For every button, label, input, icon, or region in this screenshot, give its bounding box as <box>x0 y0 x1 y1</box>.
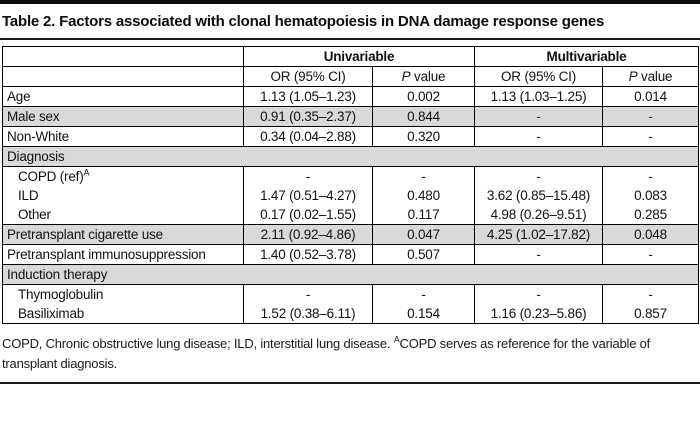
cell-value-group: - 0.857 <box>602 284 699 324</box>
row-label: Male sex <box>2 106 244 127</box>
row-label: Age <box>2 86 244 107</box>
cell-value: - <box>474 106 603 127</box>
cell-value: 1.16 (0.23–5.86) <box>490 306 587 321</box>
cell-value: 0.047 <box>372 224 475 245</box>
cell-value-group: - 0.480 0.117 <box>372 166 475 225</box>
top-divider-bar <box>0 0 700 4</box>
cell-value-group: - 1.16 (0.23–5.86) <box>474 284 603 324</box>
cell-value: - <box>305 287 311 302</box>
section-row-diagnosis: Diagnosis <box>2 146 699 167</box>
footnote-text: COPD, Chronic obstructive lung disease; … <box>2 336 394 351</box>
cell-value: - <box>305 169 311 184</box>
cell-value: 0.480 <box>407 188 440 203</box>
cell-value-group: - 0.154 <box>372 284 475 324</box>
cell-value: - <box>648 169 653 184</box>
blank-corner-cell <box>2 46 244 67</box>
cell-value: 0.048 <box>602 224 699 245</box>
cell-value: 0.117 <box>407 207 440 222</box>
cell-value: 1.13 (1.03–1.25) <box>474 86 603 107</box>
group-row-diagnosis-levels: COPD (ref)A ILD Other - 1.47 (0.51–4.27)… <box>2 166 699 225</box>
table-row-non-white: Non-White 0.34 (0.04–2.88) 0.320 - - <box>2 126 699 147</box>
column-group-multivariable: Multivariable <box>474 46 699 67</box>
cell-value: - <box>602 106 699 127</box>
header-italic-part: P <box>401 69 411 84</box>
section-label: Diagnosis <box>2 146 699 167</box>
row-label: Other <box>18 207 51 222</box>
col-header-pvalue-univariable: P value <box>372 66 475 87</box>
cell-value: - <box>474 126 603 147</box>
column-group-univariable: Univariable <box>243 46 475 67</box>
row-label: ILD <box>18 188 39 203</box>
title-rule <box>0 38 700 40</box>
row-label-group: Thymoglobulin Basiliximab <box>2 284 244 324</box>
section-row-induction-therapy: Induction therapy <box>2 264 699 285</box>
table-row-male-sex: Male sex 0.91 (0.35–2.37) 0.844 - - <box>2 106 699 127</box>
cell-value: - <box>421 169 426 184</box>
cell-value: 4.98 (0.26–9.51) <box>490 207 587 222</box>
header-italic-part: P <box>628 69 638 84</box>
cell-value-group: - 3.62 (0.85–15.48) 4.98 (0.26–9.51) <box>474 166 603 225</box>
cell-value: 0.507 <box>372 244 475 265</box>
cell-value: 0.285 <box>634 207 667 222</box>
cell-value: - <box>536 287 541 302</box>
sub-header-row: OR (95% CI) P value OR (95% CI) P value <box>2 66 699 87</box>
header-text-part: value <box>410 69 446 84</box>
bottom-rule <box>0 382 700 384</box>
cell-value: 0.154 <box>407 306 440 321</box>
cell-value: 0.014 <box>602 86 699 107</box>
section-label: Induction therapy <box>2 264 699 285</box>
cell-value: - <box>536 169 541 184</box>
row-label-group: COPD (ref)A ILD Other <box>2 166 244 225</box>
table-row-immunosuppression: Pretransplant immunosuppression 1.40 (0.… <box>2 244 699 265</box>
cell-value: - <box>602 244 699 265</box>
cell-value: 0.002 <box>372 86 475 107</box>
column-group-header-row: Univariable Multivariable <box>2 46 699 67</box>
table-row-cigarette-use: Pretransplant cigarette use 2.11 (0.92–4… <box>2 224 699 245</box>
results-table: Univariable Multivariable OR (95% CI) P … <box>2 46 699 324</box>
footnote-text: COPD serves as reference for the variabl… <box>2 336 651 371</box>
cell-value: 3.62 (0.85–15.48) <box>486 188 591 203</box>
cell-value-group: - 1.52 (0.38–6.11) <box>243 284 373 324</box>
cell-value: - <box>474 244 603 265</box>
table-row-age: Age 1.13 (1.05–1.23) 0.002 1.13 (1.03–1.… <box>2 86 699 107</box>
row-label: Thymoglobulin <box>18 287 104 302</box>
row-label: Basiliximab <box>18 306 85 321</box>
col-header-or-univariable: OR (95% CI) <box>243 66 373 87</box>
cell-value: 4.25 (1.02–17.82) <box>474 224 603 245</box>
footnote-marker: A <box>83 167 90 178</box>
table-title: Table 2. Factors associated with clonal … <box>2 13 605 30</box>
footnote-marker: A <box>393 334 400 345</box>
row-label: Non-White <box>2 126 244 147</box>
row-label-text: COPD (ref) <box>18 169 84 184</box>
cell-value: 0.34 (0.04–2.88) <box>243 126 373 147</box>
cell-value: 0.083 <box>634 188 667 203</box>
cell-value: 1.40 (0.52–3.78) <box>243 244 373 265</box>
table-footnote: COPD, Chronic obstructive lung disease; … <box>2 334 694 373</box>
cell-value: 1.52 (0.38–6.11) <box>260 306 356 321</box>
header-text-part: OR (95% CI) <box>270 69 346 84</box>
cell-value: 1.47 (0.51–4.27) <box>260 188 356 203</box>
cell-value: - <box>421 287 426 302</box>
cell-value: 1.13 (1.05–1.23) <box>243 86 373 107</box>
cell-value-group: - 1.47 (0.51–4.27) 0.17 (0.02–1.55) <box>243 166 373 225</box>
cell-value: 2.11 (0.92–4.86) <box>243 224 373 245</box>
blank-corner-cell <box>2 66 244 87</box>
cell-value: 0.844 <box>372 106 475 127</box>
row-label: Pretransplant immunosuppression <box>2 244 244 265</box>
cell-value: 0.17 (0.02–1.55) <box>260 207 356 222</box>
cell-value-group: - 0.083 0.285 <box>602 166 699 225</box>
header-text-part: OR (95% CI) <box>500 69 577 84</box>
cell-value: 0.91 (0.35–2.37) <box>243 106 373 127</box>
cell-value: - <box>602 126 699 147</box>
col-header-pvalue-multivariable: P value <box>602 66 699 87</box>
row-label: COPD (ref)A <box>7 167 239 186</box>
cell-value: 0.320 <box>372 126 475 147</box>
group-row-induction-levels: Thymoglobulin Basiliximab - 1.52 (0.38–6… <box>2 284 699 324</box>
col-header-or-multivariable: OR (95% CI) <box>474 66 603 87</box>
header-text-part: value <box>637 69 673 84</box>
row-label: Pretransplant cigarette use <box>2 224 244 245</box>
cell-value: 0.857 <box>634 306 667 321</box>
cell-value: - <box>648 287 653 302</box>
